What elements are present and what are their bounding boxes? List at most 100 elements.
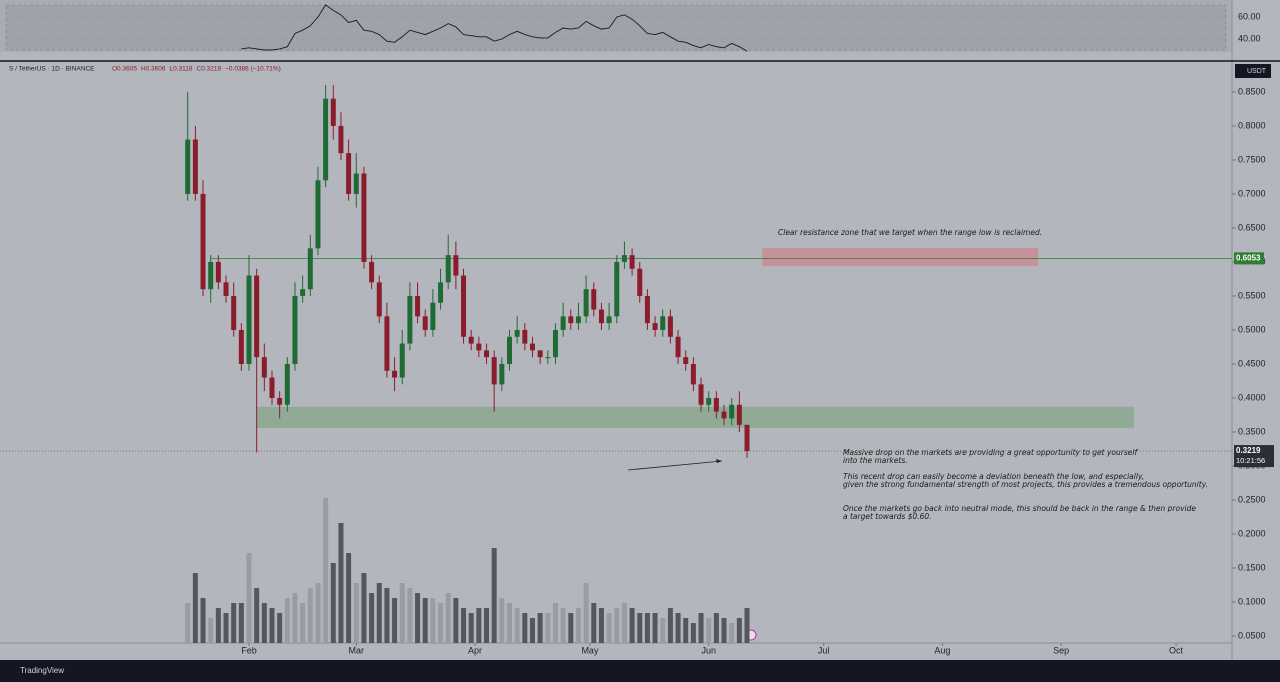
volume-bar: [575, 608, 581, 643]
zone: [762, 247, 1039, 267]
candle-body: [346, 153, 352, 194]
volume-bar: [598, 608, 604, 643]
candle-body: [706, 397, 712, 405]
candle-body: [660, 316, 666, 330]
brand: TradingView: [20, 666, 64, 675]
candle-body: [215, 261, 221, 283]
volume-bar: [208, 618, 214, 643]
volume-bar: [292, 593, 298, 643]
volume-bar: [369, 593, 375, 643]
candle-body: [307, 248, 313, 290]
y-tick-label: 0.4500: [1238, 358, 1266, 368]
candle-body: [415, 295, 421, 317]
annotation: into the markets.: [843, 456, 908, 465]
candle-body: [323, 98, 329, 181]
candle-body: [721, 411, 727, 419]
volume-bar: [200, 598, 206, 643]
volume-bar: [361, 573, 367, 643]
candle-body: [468, 336, 474, 344]
candle-body: [254, 275, 260, 358]
candle-body: [238, 329, 244, 364]
x-tick-label: Sep: [1053, 645, 1069, 655]
volume-bar: [484, 608, 490, 643]
candle-body: [675, 336, 681, 358]
candle-body: [461, 275, 467, 337]
x-tick-label: Jun: [701, 645, 716, 655]
candle-body: [223, 282, 229, 296]
volume-bar: [614, 608, 620, 643]
candle-body: [261, 357, 267, 378]
volume-bar: [422, 598, 428, 643]
volume-bar: [660, 618, 666, 643]
arrow-head: [716, 459, 722, 463]
candle-body: [637, 268, 643, 296]
volume-bar: [315, 583, 321, 643]
candle-body: [683, 357, 689, 364]
volume-bar: [507, 603, 513, 643]
candle-body: [583, 289, 589, 317]
ohlc-value: H0.3606: [141, 66, 166, 73]
volume-bar: [583, 583, 589, 643]
volume-bar: [514, 608, 520, 643]
volume-bar: [675, 613, 681, 643]
y-tick-label: 0.5500: [1238, 290, 1266, 300]
y-tick-label: 0.2000: [1238, 528, 1266, 538]
volume-bar: [637, 613, 643, 643]
y-tick-label: 0.7000: [1238, 188, 1266, 198]
candle-body: [568, 316, 574, 324]
candle-body: [292, 295, 298, 364]
volume-bar: [621, 603, 627, 643]
candle-body: [269, 377, 275, 398]
volume-bar: [185, 603, 191, 643]
rsi-band: [5, 4, 1227, 51]
rsi-tick-label: 60.00: [1238, 11, 1261, 21]
volume-bar: [529, 618, 535, 643]
candle-body: [384, 316, 390, 371]
volume-bar: [415, 593, 421, 643]
candle-body: [713, 397, 719, 412]
candle-body: [300, 289, 306, 296]
footer: [0, 660, 1280, 682]
candle-body: [491, 357, 497, 385]
candle-body: [246, 275, 252, 364]
volume-bar: [246, 553, 252, 643]
volume-bar: [729, 623, 735, 643]
volume-bar: [238, 603, 244, 643]
legend: S / TetherUS · 1D · BINANCE O0.3605 H0.36…: [9, 66, 281, 73]
volume-bar: [721, 618, 727, 643]
price-axis-background: [1232, 0, 1280, 660]
volume-bar: [261, 603, 267, 643]
volume-bar: [476, 608, 482, 643]
candle-body: [438, 282, 444, 303]
volume-bar: [223, 613, 229, 643]
candle-body: [200, 193, 206, 290]
x-tick-label: Oct: [1169, 645, 1184, 655]
candle-body: [284, 363, 290, 405]
volume-bar: [545, 613, 551, 643]
y-tick-label: 0.7500: [1238, 154, 1266, 164]
y-tick-label: 0.1000: [1238, 596, 1266, 606]
currency: USDT: [1247, 68, 1267, 75]
volume-bar: [606, 613, 612, 643]
candle-body: [614, 261, 620, 317]
candle-body: [744, 424, 750, 452]
y-tick-label: 0.3500: [1238, 426, 1266, 436]
volume-bar: [667, 608, 673, 643]
candle-body: [667, 316, 673, 337]
annotation: a target towards $0.60.: [843, 512, 932, 521]
candle-body: [736, 404, 742, 425]
x-tick-label: Feb: [241, 645, 257, 655]
candle-body: [729, 404, 735, 419]
x-tick-label: Mar: [349, 645, 365, 655]
arrow: [627, 460, 723, 471]
volume-bar: [461, 608, 467, 643]
volume-bar: [300, 603, 306, 643]
x-tick-label: Aug: [934, 645, 950, 655]
volume-bar: [629, 608, 635, 643]
volume-bar: [560, 608, 566, 643]
candle-body: [545, 357, 551, 359]
zone: [256, 406, 1134, 428]
volume-bar: [338, 523, 344, 643]
candle-body: [514, 329, 520, 337]
candle-body: [277, 397, 283, 405]
